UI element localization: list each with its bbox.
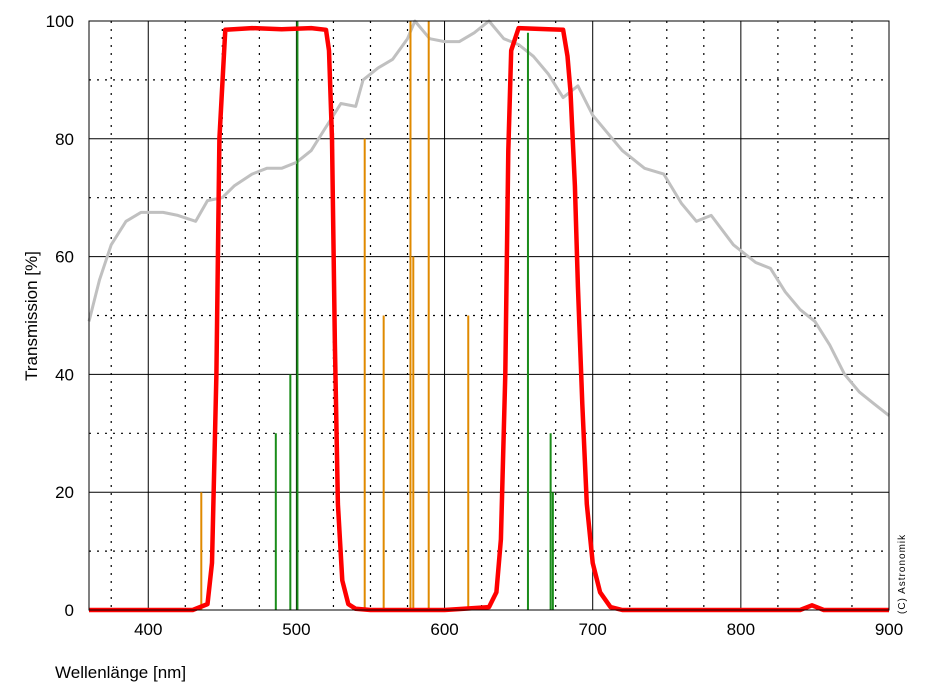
filter-curve-layer [89, 25, 889, 613]
y-tick-label: 0 [65, 601, 74, 620]
filter-transmission-curve [89, 25, 889, 613]
y-tick-label: 60 [55, 248, 74, 267]
plot-frame [88, 20, 890, 611]
x-tick-label: 400 [134, 620, 162, 639]
copyright-annotation: (C) Astronomik [897, 534, 908, 614]
y-tick-label: 100 [46, 12, 74, 31]
x-tick-label: 800 [727, 620, 755, 639]
y-tick-label: 40 [55, 365, 74, 384]
emission-lines-layer [200, 21, 554, 610]
y-axis-title: Transmission [%] [22, 251, 41, 381]
y-tick-label: 80 [55, 130, 74, 149]
x-tick-label: 700 [579, 620, 607, 639]
y-tick-labels: 0 20 40 60 80 100 [46, 12, 74, 620]
x-tick-label: 900 [875, 620, 903, 639]
x-axis-title: Wellenlänge [nm] [55, 663, 186, 682]
x-tick-label: 500 [282, 620, 310, 639]
x-tick-label: 600 [430, 620, 458, 639]
y-tick-label: 20 [55, 483, 74, 502]
x-tick-labels: 400 500 600 700 800 900 [134, 620, 903, 639]
grid [89, 21, 889, 610]
